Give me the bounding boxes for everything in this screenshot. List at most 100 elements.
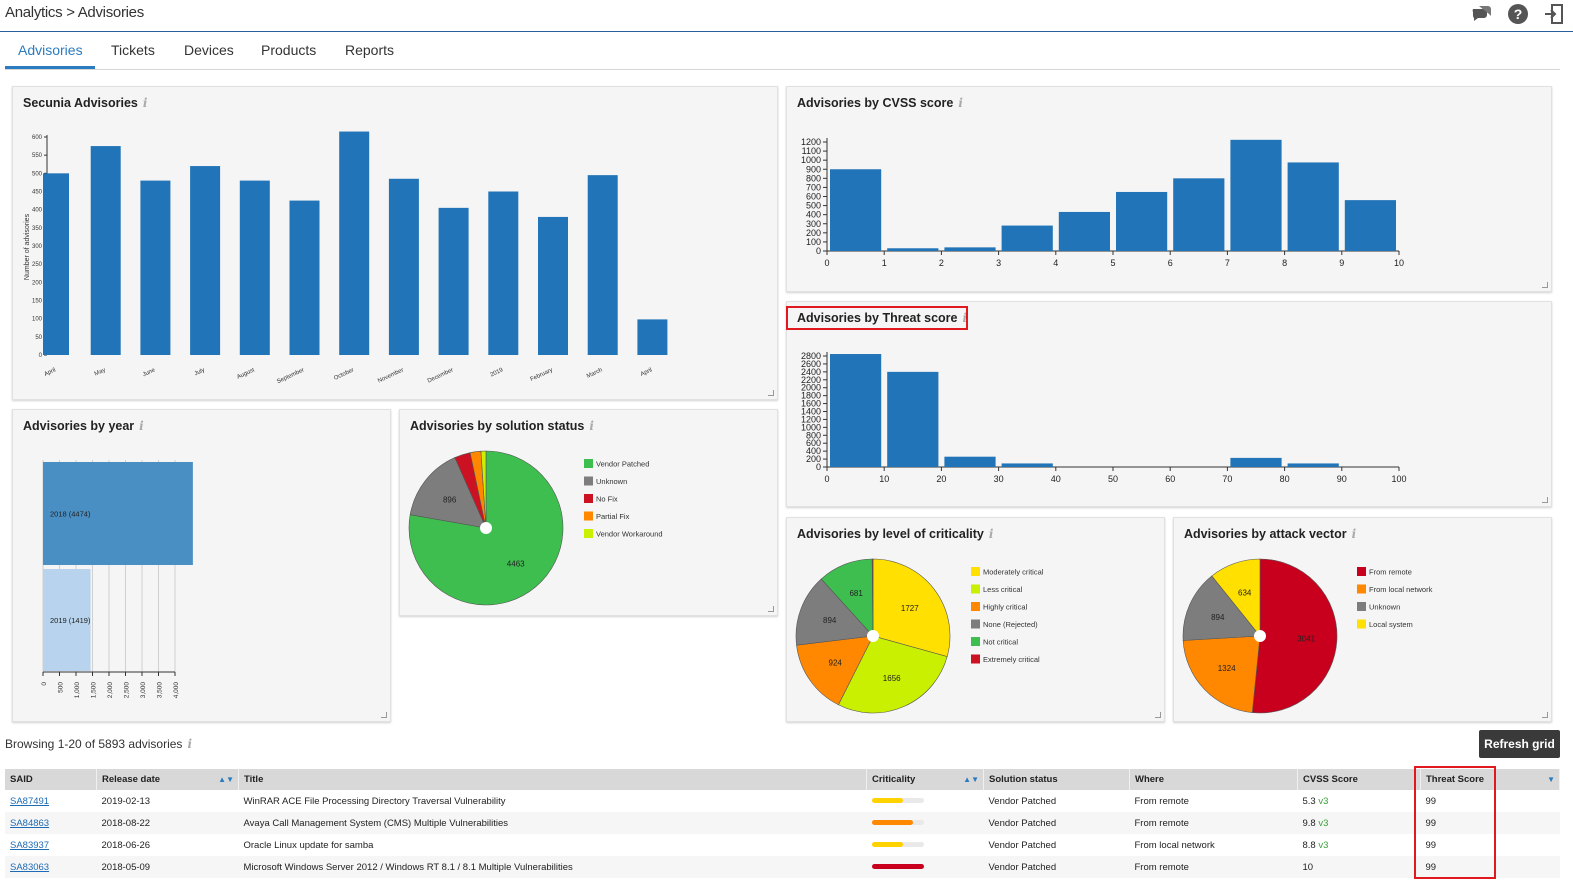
refresh-grid-button[interactable]: Refresh grid [1479,730,1560,758]
legend-swatch [1357,619,1366,629]
cell-threat-score: 99 [1425,795,1437,807]
criticality-bar [871,820,924,826]
x-tick-label: 90 [1337,474,1347,484]
column-header-cvss-score[interactable]: CVSS Score [1297,769,1421,790]
y-tick-label: 300 [32,244,43,250]
highlight-box-threat-column [1414,766,1496,879]
said-link[interactable]: SA83063 [10,861,50,873]
resize-handle[interactable] [768,606,774,612]
resize-handle[interactable] [1542,497,1548,503]
resize-handle[interactable] [1542,712,1548,718]
tab-products[interactable]: Products [261,42,317,58]
y-tick-label: 2400 [801,367,821,377]
criticality-bar [871,842,924,848]
criticality-chart: 1727 1656 924 894 681 Moderately critical Less… [795,558,1044,714]
info-icon[interactable]: i [958,96,963,110]
cell-title: Oracle Linux update for samba [243,839,374,851]
x-tick-label: 40 [1051,474,1061,484]
y-tick-label: 250 [32,262,43,268]
y-tick-label: 500 [806,201,821,211]
column-header-threat-score[interactable]: Threat Score ▼ [1420,769,1560,790]
bar [587,175,618,355]
y-tick-label: 1600 [801,399,821,409]
criticality-panel: Advisories by level of criticality i 1727… [786,517,1165,722]
sort-icon[interactable]: ▲▼ [963,775,979,784]
advisories-by-year-panel: Advisories by year i 0 500 1,000 1,500 2,000 2… [12,409,391,722]
breadcrumb-root[interactable]: Analytics [5,4,63,21]
y-tick-label: 1000 [801,155,821,165]
cell-release-date: 2018-08-22 [96,812,239,834]
column-header-said[interactable]: SAID [5,769,97,790]
y-tick-label: 1400 [801,407,821,417]
sort-icon[interactable]: ▲▼ [218,775,234,784]
y-tick-label: 1200 [801,414,821,424]
x-tick-label: 5 [1110,258,1115,268]
logout-icon[interactable] [1543,3,1565,25]
table-row[interactable]: SA83063 2018-05-09 Microsoft Windows Serve… [5,856,1560,878]
x-tick-label: 1 [882,258,887,268]
x-tick-label: 60 [1165,474,1175,484]
legend-label: Vendor Patched [596,460,649,469]
y-tick-label: 200 [806,454,821,464]
y-tick-label: 0 [816,462,821,472]
bar [887,248,939,251]
column-header-title[interactable]: Title [238,769,867,790]
x-tick-label: 20 [936,474,946,484]
said-link[interactable]: SA87491 [10,795,50,807]
bar [1173,178,1225,251]
bar [239,180,270,355]
pie-slice-label: 3041 [1297,634,1315,643]
resize-handle[interactable] [1542,282,1548,288]
bar [43,462,193,565]
x-tick-label: 80 [1280,474,1290,484]
column-header-solution-status[interactable]: Solution status [983,769,1130,790]
column-header-where[interactable]: Where [1129,769,1298,790]
table-row[interactable]: SA87491 2019-02-13 WinRAR ACE File Process… [5,790,1560,812]
tab-devices[interactable]: Devices [184,42,234,58]
info-icon[interactable]: i [589,419,594,433]
info-icon[interactable]: i [1351,527,1357,541]
x-tick-label: 4,000 [173,682,180,699]
y-tick-label: 500 [32,171,43,177]
y-tick-label: 0 [39,353,43,359]
cell-where: From local network [1134,839,1215,851]
legend-swatch [1357,584,1366,594]
info-icon[interactable]: i [139,419,144,433]
help-icon[interactable]: ? [1507,3,1529,25]
cell-release-date: 2018-05-09 [96,856,239,878]
legend-swatch [584,511,593,521]
info-icon[interactable]: i [988,527,994,541]
x-tick-label: June [142,367,157,378]
x-tick-label: 3,000 [140,682,147,699]
pie-center [1254,630,1266,642]
secunia-advisories-chart: 0 50 100 150 200 250 300 350 400 450 500 550 600 Numb… [24,131,668,385]
info-icon[interactable]: i [962,311,968,325]
said-link[interactable]: SA83937 [10,839,50,851]
pie-center [480,522,492,534]
resize-handle[interactable] [1155,712,1161,718]
resize-handle[interactable] [768,390,774,396]
tab-tickets[interactable]: Tickets [111,42,155,58]
column-header-release-date[interactable]: Release date ▲▼ [96,769,239,790]
cell-criticality [867,790,984,812]
y-tick-label: 100 [32,317,43,323]
info-icon[interactable]: i [187,737,192,751]
tab-advisories[interactable]: Advisories [18,42,83,58]
y-tick-label: 150 [32,299,43,305]
bar [1344,200,1396,251]
pie-slice [1182,575,1261,641]
info-icon[interactable]: i [142,96,148,110]
said-link[interactable]: SA84863 [10,817,50,829]
legend-swatch [1357,602,1366,611]
x-tick-label: 7 [1225,258,1230,268]
y-tick-label: 800 [806,430,821,440]
chat-icon[interactable] [1470,3,1492,25]
y-tick-label: 800 [806,173,821,183]
resize-handle[interactable] [381,712,387,718]
table-row[interactable]: SA84863 2018-08-22 Avaya Call Management S… [5,812,1560,834]
sort-desc-icon[interactable]: ▼ [1547,775,1555,784]
grid-header-row: SAID Release date ▲▼ Title Criticality ▲▼ … [5,769,1560,790]
table-row[interactable]: SA83937 2018-06-26 Oracle Linux update for… [5,834,1560,856]
tab-reports[interactable]: Reports [345,42,395,58]
column-header-criticality[interactable]: Criticality ▲▼ [866,769,984,790]
